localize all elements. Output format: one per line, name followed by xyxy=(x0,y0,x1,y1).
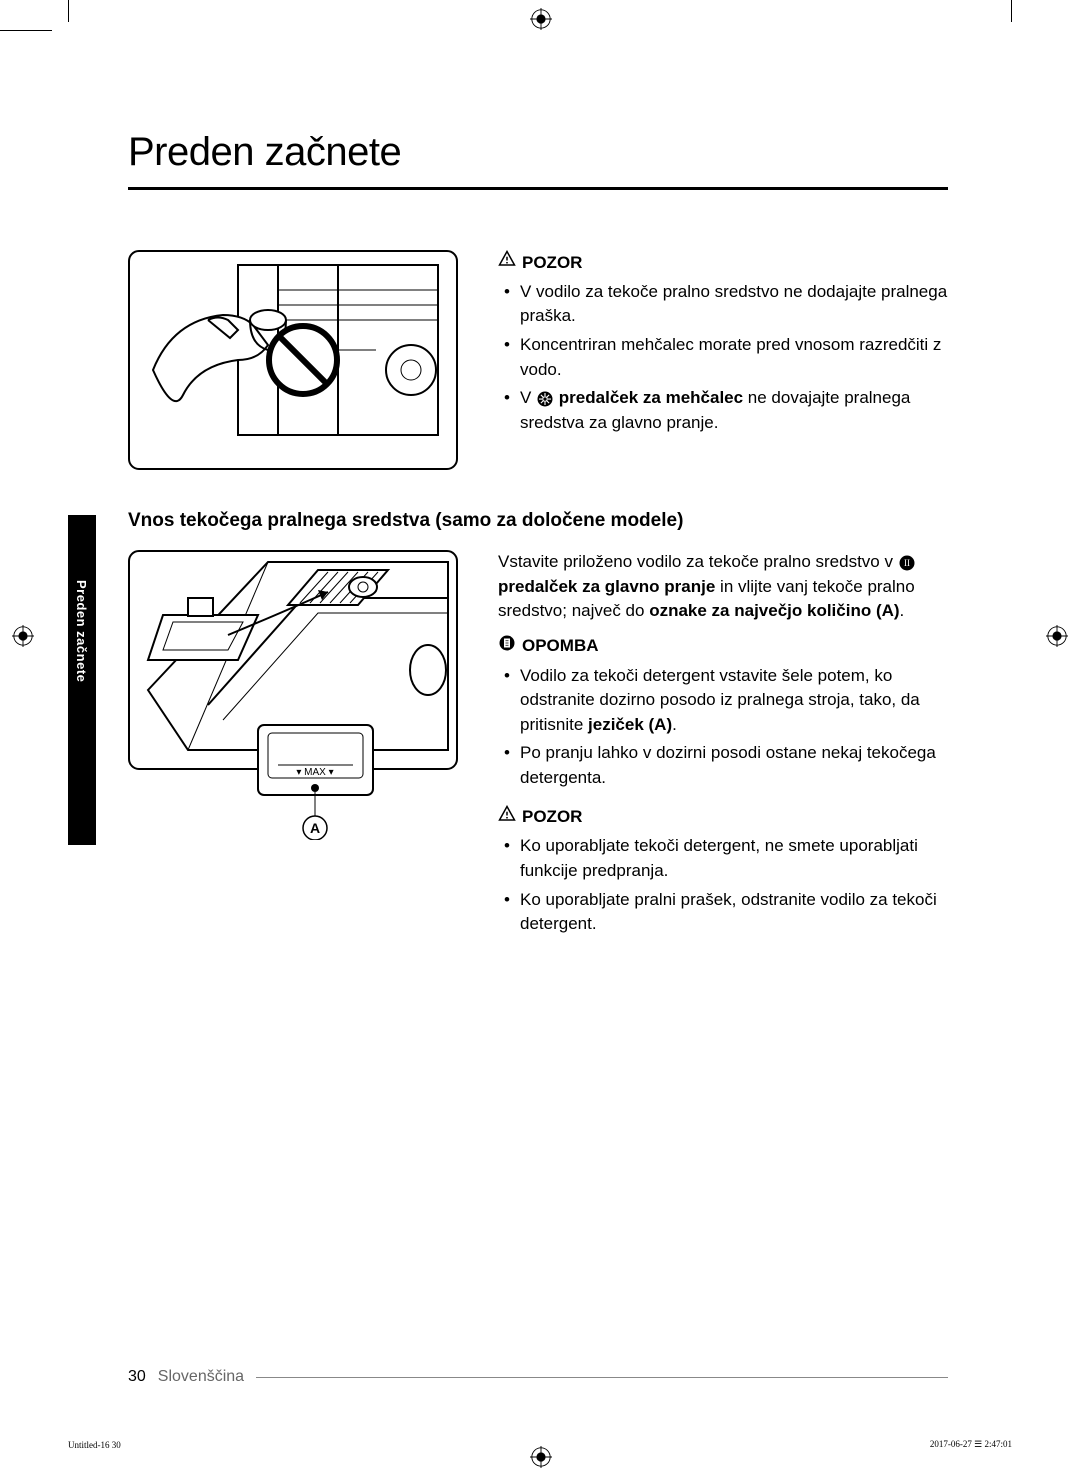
illustration-1 xyxy=(128,250,458,470)
section-1-text: POZOR V vodilo za tekoče pralno sredstvo… xyxy=(498,250,948,449)
warning-icon xyxy=(498,805,516,831)
page-content: Preden začnete xyxy=(128,130,948,991)
registration-mark-icon xyxy=(530,1446,552,1468)
caution-list-2: Ko uporabljate tekoči detergent, ne smet… xyxy=(498,834,948,937)
intro-paragraph: Vstavite priloženo vodilo za tekoče pral… xyxy=(498,550,948,624)
caution-list: V vodilo za tekoče pralno sredstvo ne do… xyxy=(498,280,948,436)
side-tab-label: Preden začnete xyxy=(74,580,89,682)
softener-icon xyxy=(536,390,554,408)
chapter-title: Preden začnete xyxy=(128,130,948,190)
note-label: OPOMBA xyxy=(522,634,599,659)
caution-heading-2: POZOR xyxy=(498,805,948,831)
svg-text:▾ MAX ▾: ▾ MAX ▾ xyxy=(296,767,333,778)
caution-label: POZOR xyxy=(522,805,582,830)
section-2: ▾ MAX ▾ A Vstavite priloženo vodilo za t… xyxy=(128,550,948,951)
caution-label: POZOR xyxy=(522,251,582,276)
note-heading: OPOMBA xyxy=(498,634,948,660)
crop-mark xyxy=(1011,0,1012,22)
print-meta-right: 2017-06-27 ☰ 2:47:01 xyxy=(930,1439,1012,1450)
compartment-two-icon: II xyxy=(898,554,916,572)
list-item: Vodilo za tekoči detergent vstavite šele… xyxy=(498,664,948,738)
list-item: Po pranju lahko v dozirni posodi ostane … xyxy=(498,741,948,790)
footer-rule xyxy=(256,1377,948,1378)
registration-mark-icon xyxy=(1046,625,1068,647)
list-item: V predalček za mehčalec ne dovajajte pra… xyxy=(498,386,948,435)
crop-mark xyxy=(68,0,69,22)
warning-icon xyxy=(498,250,516,276)
illustration-2: ▾ MAX ▾ A xyxy=(128,550,458,840)
print-meta-left: Untitled-16 30 xyxy=(68,1440,121,1450)
list-item: Koncentriran mehčalec morate pred vnosom… xyxy=(498,333,948,382)
subheading: Vnos tekočega pralnega sredstva (samo za… xyxy=(128,510,948,532)
note-list: Vodilo za tekoči detergent vstavite šele… xyxy=(498,664,948,791)
figure-callout-a: A xyxy=(310,820,320,836)
note-icon xyxy=(498,634,516,660)
caution-heading: POZOR xyxy=(498,250,948,276)
section-1: POZOR V vodilo za tekoče pralno sredstvo… xyxy=(128,250,948,470)
svg-text:II: II xyxy=(904,558,910,568)
list-item: Ko uporabljate tekoči detergent, ne smet… xyxy=(498,834,948,883)
footer-language: Slovenščina xyxy=(158,1368,244,1386)
section-2-text: Vstavite priloženo vodilo za tekoče pral… xyxy=(498,550,948,951)
page-footer: 30 Slovenščina xyxy=(128,1368,948,1386)
list-item: V vodilo za tekoče pralno sredstvo ne do… xyxy=(498,280,948,329)
page-number: 30 xyxy=(128,1368,146,1386)
registration-mark-icon xyxy=(12,625,34,647)
list-item: Ko uporabljate pralni prašek, odstranite… xyxy=(498,888,948,937)
crop-mark xyxy=(0,30,52,31)
registration-mark-icon xyxy=(530,8,552,30)
